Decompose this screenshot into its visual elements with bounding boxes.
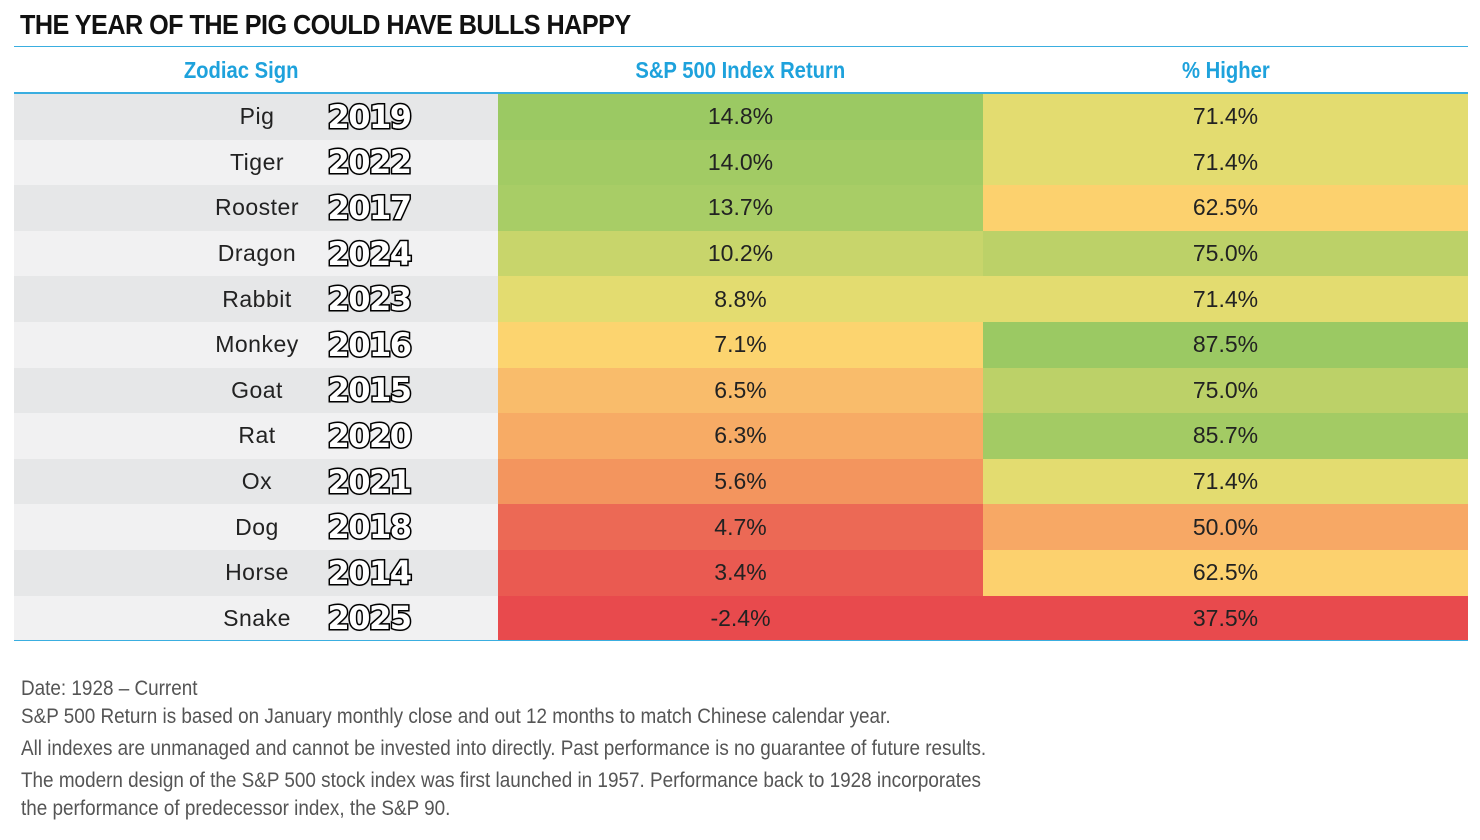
table-row: Ox 2021 5.6% 71.4% — [14, 458, 1468, 505]
row-label-cell: Monkey 2016 — [14, 321, 498, 368]
table-row: Monkey 2016 7.1% 87.5% — [14, 321, 1468, 368]
percent-higher-cell: 87.5% — [983, 321, 1468, 368]
row-label-cell: Dragon 2024 — [14, 230, 498, 277]
index-return-cell: 13.7% — [498, 185, 983, 231]
percent-higher-cell: 75.0% — [983, 230, 1468, 277]
footnote-history-1: The modern design of the S&P 500 stock i… — [21, 769, 981, 792]
row-label-cell: Rooster 2017 — [14, 185, 498, 231]
blank-box — [12, 644, 389, 675]
index-return-cell: 5.6% — [498, 458, 983, 505]
table-row: Dragon 2024 10.2% 75.0% — [14, 230, 1468, 277]
table-row: Rat 2020 6.3% 85.7% — [14, 413, 1468, 459]
zodiac-return-table: Pig 2019 14.8% 71.4% Tiger 2022 14.0% 71.4% Roos… — [14, 94, 1468, 642]
table-row: Snake 2025 -2.4% 37.5% — [14, 595, 1468, 642]
row-label-cell: Tiger 2022 — [14, 139, 498, 186]
year-label: 2021 — [326, 461, 414, 502]
footnote-date: Date: 1928 – Current — [21, 677, 198, 700]
header-percent-higher: % Higher — [1181, 57, 1270, 83]
percent-higher-cell: 62.5% — [983, 549, 1468, 596]
index-return-cell: 10.2% — [498, 230, 983, 277]
title-divider — [14, 46, 1468, 47]
row-label-cell: Dog 2018 — [14, 504, 498, 550]
table-row: Rabbit 2023 8.8% 71.4% — [14, 276, 1468, 322]
zodiac-sign-label: Tiger — [229, 148, 285, 175]
index-return-cell: -2.4% — [498, 595, 983, 642]
index-return-cell: 6.5% — [498, 367, 983, 414]
index-return-cell: 14.8% — [498, 94, 983, 140]
year-label: 2016 — [326, 324, 414, 365]
row-label-cell: Ox 2021 — [14, 458, 498, 505]
footnote-disclaimer: All indexes are unmanaged and cannot be … — [21, 737, 987, 760]
table-row: Rooster 2017 13.7% 62.5% — [14, 185, 1468, 231]
table-row: Tiger 2022 14.0% 71.4% — [14, 139, 1468, 186]
zodiac-sign-label: Ox — [241, 468, 273, 495]
header-divider — [14, 92, 1468, 94]
zodiac-sign-label: Snake — [223, 604, 291, 631]
row-label-cell: Horse 2014 — [14, 549, 498, 596]
year-label: 2015 — [326, 370, 414, 411]
percent-higher-cell: 71.4% — [983, 276, 1468, 322]
table-bottom-divider — [14, 640, 1468, 641]
table-row: Goat 2015 6.5% 75.0% — [14, 367, 1468, 414]
year-label: 2022 — [326, 142, 414, 183]
year-label: 2019 — [326, 96, 414, 137]
percent-higher-cell: 71.4% — [983, 458, 1468, 505]
table-row: Horse 2014 3.4% 62.5% — [14, 549, 1468, 596]
year-label: 2023 — [326, 279, 414, 320]
table-row: Pig 2019 14.8% 71.4% — [14, 94, 1468, 140]
zodiac-sign-label: Rabbit — [222, 285, 292, 312]
zodiac-sign-label: Horse — [225, 559, 289, 586]
footnote-method: S&P 500 Return is based on January month… — [21, 705, 891, 728]
zodiac-sign-label: Pig — [239, 103, 275, 130]
year-label: 2018 — [326, 507, 414, 548]
index-return-cell: 4.7% — [498, 504, 983, 550]
index-return-cell: 3.4% — [498, 549, 983, 596]
percent-higher-cell: 85.7% — [983, 413, 1468, 459]
year-label: 2025 — [326, 598, 414, 639]
percent-higher-cell: 71.4% — [983, 94, 1468, 140]
zodiac-sign-label: Rooster — [214, 194, 300, 221]
zodiac-sign-label: Goat — [231, 376, 283, 403]
percent-higher-cell: 75.0% — [983, 367, 1468, 414]
index-return-cell: 7.1% — [498, 321, 983, 368]
page-title: THE YEAR OF THE PIG COULD HAVE BULLS HAP… — [20, 9, 631, 40]
table-row: Dog 2018 4.7% 50.0% — [14, 504, 1468, 550]
row-label-cell: Rat 2020 — [14, 413, 498, 459]
percent-higher-cell: 50.0% — [983, 504, 1468, 550]
zodiac-sign-label: Dog — [235, 513, 279, 540]
year-label: 2024 — [326, 233, 414, 274]
percent-higher-cell: 62.5% — [983, 185, 1468, 231]
header-zodiac-sign: Zodiac Sign — [183, 57, 299, 83]
year-label: 2017 — [326, 187, 414, 228]
row-label-cell: Rabbit 2023 — [14, 276, 498, 322]
zodiac-sign-label: Rat — [238, 422, 276, 449]
footnotes: Date: 1928 – Current S&P 500 Return is b… — [21, 677, 1093, 821]
zodiac-sign-label: Monkey — [215, 331, 299, 358]
percent-higher-cell: 37.5% — [983, 595, 1468, 642]
row-label-cell: Pig 2019 — [14, 94, 498, 140]
row-label-cell: Snake 2025 — [14, 595, 498, 642]
index-return-cell: 14.0% — [498, 139, 983, 186]
zodiac-sign-label: Dragon — [217, 240, 297, 267]
year-label: 2020 — [326, 415, 414, 456]
row-label-cell: Goat 2015 — [14, 367, 498, 414]
footnote-history-2: the performance of predecessor index, th… — [21, 797, 451, 820]
percent-higher-cell: 71.4% — [983, 139, 1468, 186]
year-label: 2014 — [326, 552, 414, 593]
index-return-cell: 6.3% — [498, 413, 983, 459]
index-return-cell: 8.8% — [498, 276, 983, 322]
header-index-return: S&P 500 Index Return — [635, 57, 846, 83]
